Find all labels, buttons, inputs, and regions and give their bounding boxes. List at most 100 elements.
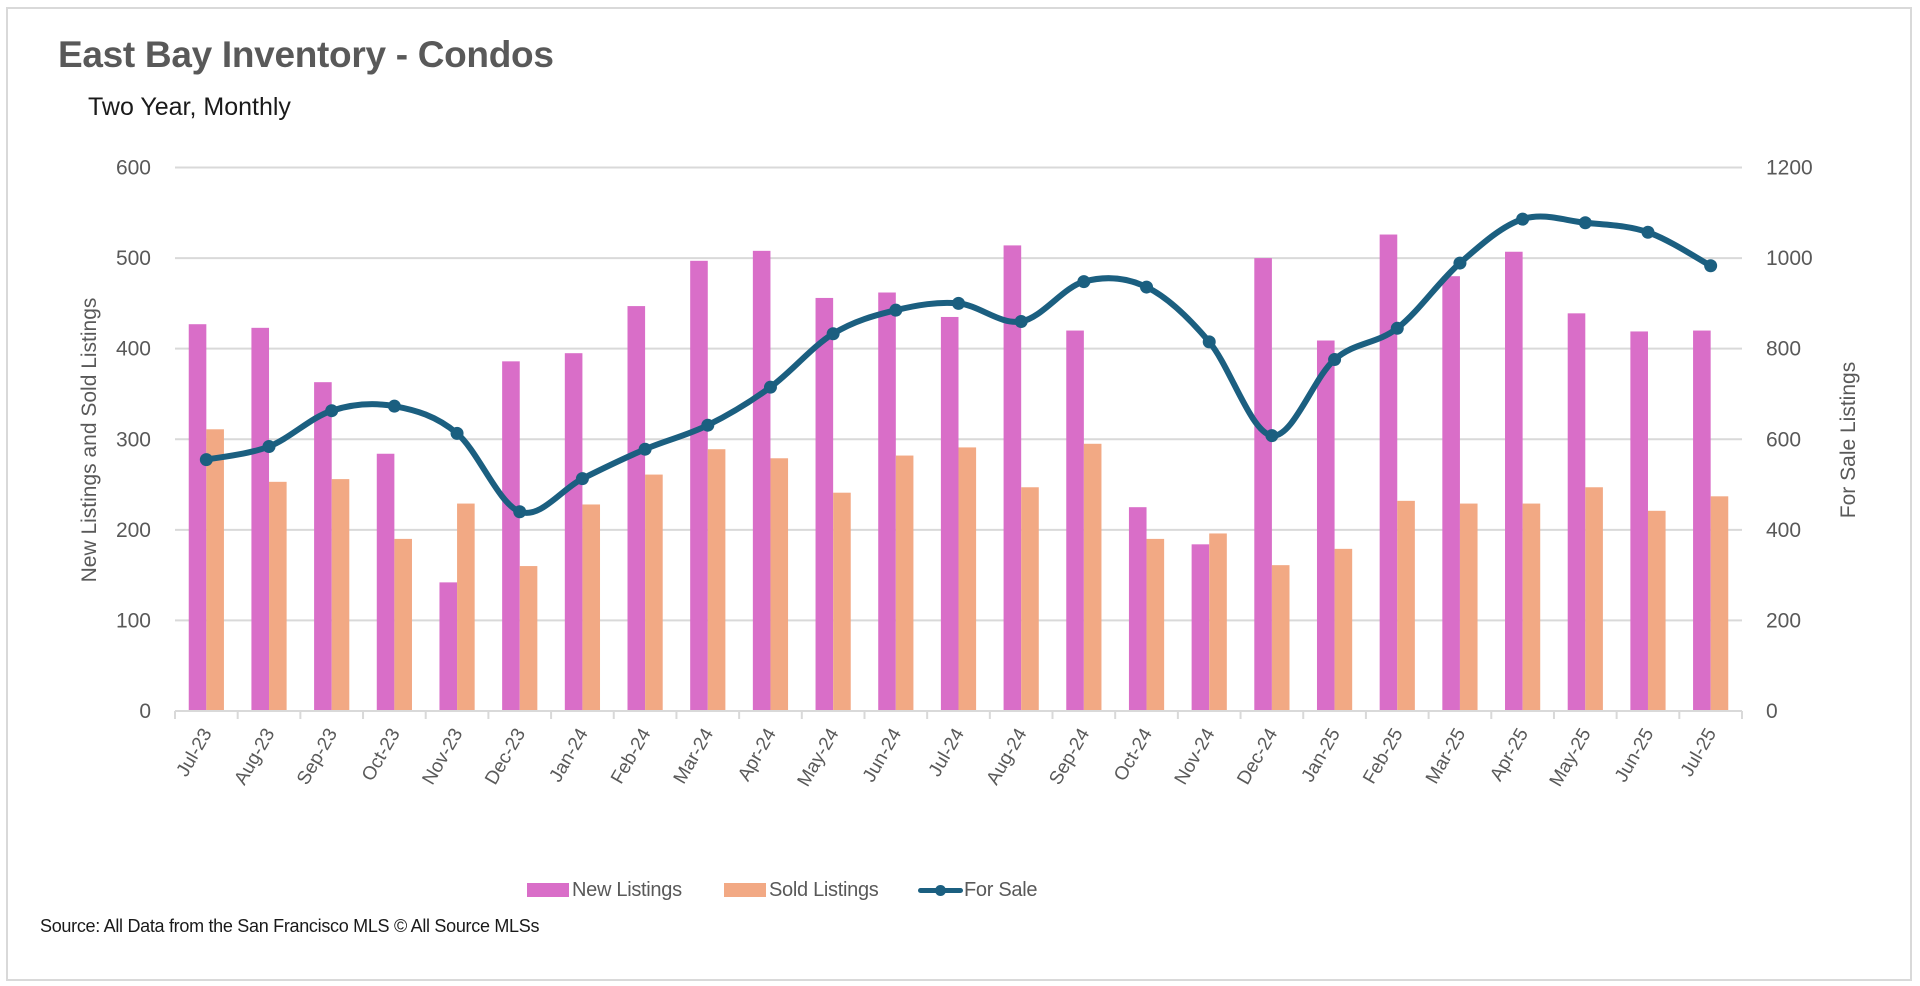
legend-label: New Listings bbox=[572, 878, 682, 901]
bar-new-listings bbox=[439, 582, 458, 711]
chart-title: East Bay Inventory - Condos bbox=[58, 34, 554, 75]
for-sale-point bbox=[763, 380, 777, 394]
x-tick-label: Aug-24 bbox=[983, 725, 1032, 789]
bar-sold-listings bbox=[770, 458, 789, 711]
bar-new-listings bbox=[502, 361, 520, 711]
legend-item-for-sale[interactable]: For Sale bbox=[918, 876, 1037, 904]
x-tick-label: Apr-25 bbox=[1486, 725, 1533, 785]
x-axis-labels: Jul-23 Aug-23 Sep-23 Oct-23 Nov-23 Dec-23 Jan-… bbox=[173, 725, 1721, 791]
for-sale-point bbox=[1265, 429, 1279, 443]
x-tick-label: Jan-24 bbox=[546, 725, 593, 786]
bar-sold-listings bbox=[1710, 496, 1729, 711]
for-sale-point bbox=[952, 296, 965, 310]
legend-label: Sold Listings bbox=[769, 878, 879, 901]
bar-new-listings bbox=[1505, 251, 1523, 711]
y-tick-label-left: 0 bbox=[139, 700, 151, 723]
for-sale-point bbox=[1516, 212, 1530, 226]
bar-new-listings bbox=[1630, 331, 1648, 711]
for-sale-point bbox=[450, 426, 464, 440]
x-tick-label: Aug-23 bbox=[231, 725, 280, 789]
new-listings-swatch-icon bbox=[527, 883, 569, 897]
for-sale-point bbox=[1453, 256, 1467, 270]
bar-sold-listings bbox=[1647, 510, 1666, 711]
y-axis-left-title: New Listings and Sold Listings bbox=[78, 298, 101, 583]
bar-sold-listings bbox=[645, 474, 663, 711]
y-axis-left-ticks: 0 100 200 300 400 500 600 bbox=[116, 157, 151, 724]
for-sale-point bbox=[199, 453, 213, 467]
x-tick-label: Oct-23 bbox=[358, 725, 405, 785]
x-tick-label: Sep-24 bbox=[1045, 725, 1094, 789]
for-sale-line bbox=[199, 212, 1718, 519]
y-tick-label-right: 1000 bbox=[1766, 247, 1813, 270]
bar-sold-listings bbox=[1083, 443, 1102, 711]
for-sale-point bbox=[1390, 321, 1404, 335]
x-tick-label: Jul-24 bbox=[925, 725, 969, 781]
for-sale-point bbox=[638, 442, 652, 456]
bar-new-listings bbox=[1379, 234, 1398, 711]
x-tick-label: Oct-24 bbox=[1110, 725, 1157, 785]
source-note: Source: All Data from the San Francisco … bbox=[40, 916, 540, 936]
bar-sold-listings bbox=[1585, 487, 1603, 711]
bar-new-listings bbox=[314, 382, 332, 711]
x-tick-label: Mar-25 bbox=[1422, 725, 1470, 788]
for-sale-point bbox=[1140, 280, 1154, 294]
for-sale-point bbox=[889, 303, 903, 317]
for-sale-point bbox=[387, 399, 401, 413]
for-sale-line-marker-icon bbox=[918, 883, 963, 897]
sold-listings-swatch-icon bbox=[724, 883, 766, 897]
for-sale-point bbox=[513, 505, 527, 519]
legend-item-sold-listings[interactable]: Sold Listings bbox=[724, 876, 879, 904]
bar-sold-listings bbox=[1271, 565, 1290, 711]
bar-sold-listings bbox=[707, 449, 726, 711]
x-tick-label: Nov-23 bbox=[419, 725, 468, 789]
bar-new-listings bbox=[1191, 544, 1210, 711]
legend-item-new-listings[interactable]: New Listings bbox=[527, 876, 682, 904]
for-sale-point bbox=[262, 439, 276, 453]
bar-new-listings bbox=[815, 297, 834, 711]
bar-sold-listings bbox=[1021, 487, 1039, 711]
x-axis bbox=[174, 710, 1743, 719]
x-tick-label: Jun-25 bbox=[1611, 725, 1658, 786]
bar-sold-listings bbox=[1397, 500, 1415, 711]
bar-sold-listings bbox=[331, 479, 350, 711]
for-sale-point bbox=[1202, 335, 1216, 349]
legend: New Listings Sold Listings For Sale bbox=[0, 876, 1920, 904]
x-tick-label: Sep-23 bbox=[293, 725, 342, 789]
bar-sold-listings bbox=[1459, 503, 1478, 711]
bar-sold-listings bbox=[1522, 503, 1541, 711]
chart-subtitle: Two Year, Monthly bbox=[88, 93, 291, 121]
y-tick-label-left: 500 bbox=[116, 247, 151, 270]
for-sale-point bbox=[1578, 216, 1592, 230]
y-tick-label-right: 0 bbox=[1766, 700, 1778, 723]
y-axis-right-title: For Sale Listings bbox=[1837, 362, 1860, 518]
bar-sold-listings bbox=[582, 504, 601, 711]
for-sale-point bbox=[325, 404, 339, 418]
bar-new-listings bbox=[251, 327, 270, 711]
for-sale-point bbox=[1641, 225, 1655, 239]
bar-new-listings bbox=[627, 306, 646, 711]
bar-sold-listings bbox=[206, 429, 224, 711]
for-sale-point bbox=[1704, 259, 1718, 273]
y-tick-label-left: 300 bbox=[116, 428, 151, 451]
x-tick-label: Nov-24 bbox=[1171, 725, 1220, 789]
y-tick-label-right: 1200 bbox=[1766, 157, 1813, 180]
for-sale-point bbox=[575, 472, 589, 486]
bar-new-listings bbox=[1066, 330, 1084, 711]
y-tick-label-right: 600 bbox=[1766, 428, 1801, 451]
x-tick-label: Dec-24 bbox=[1233, 725, 1282, 789]
for-sale-point bbox=[701, 418, 715, 432]
bar-new-listings bbox=[188, 324, 207, 711]
x-tick-label: Jun-24 bbox=[859, 725, 906, 786]
bar-new-listings bbox=[564, 353, 583, 711]
y-tick-label-right: 800 bbox=[1766, 338, 1801, 361]
x-tick-label: May-25 bbox=[1546, 725, 1596, 790]
bars bbox=[188, 234, 1729, 711]
bar-sold-listings bbox=[895, 455, 914, 711]
bar-new-listings bbox=[1128, 507, 1147, 711]
for-sale-point bbox=[826, 327, 840, 341]
bar-new-listings bbox=[376, 453, 395, 711]
y-tick-label-left: 400 bbox=[116, 338, 151, 361]
for-sale-point bbox=[1077, 275, 1091, 289]
x-tick-label: May-24 bbox=[794, 725, 844, 791]
